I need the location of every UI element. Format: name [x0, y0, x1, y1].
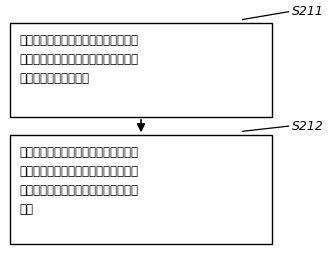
Text: S211: S211 — [292, 5, 324, 18]
Text: 当检测到摄像头所采集的待拍摄图像中
不存在人脸，则通过一弹出菜单提示用
户是否切换到风景模式: 当检测到摄像头所采集的待拍摄图像中 不存在人脸，则通过一弹出菜单提示用 户是否切… — [20, 34, 139, 85]
Text: S212: S212 — [292, 120, 324, 133]
Text: 当接收用户操作指令选择切换，则将拍
照模式切换到风景模式；当用户选择不
切换，则移动终端的拍照模式为原拍照
模式: 当接收用户操作指令选择切换，则将拍 照模式切换到风景模式；当用户选择不 切换，则… — [20, 146, 139, 216]
Bar — [10, 23, 272, 117]
Bar — [10, 135, 272, 244]
